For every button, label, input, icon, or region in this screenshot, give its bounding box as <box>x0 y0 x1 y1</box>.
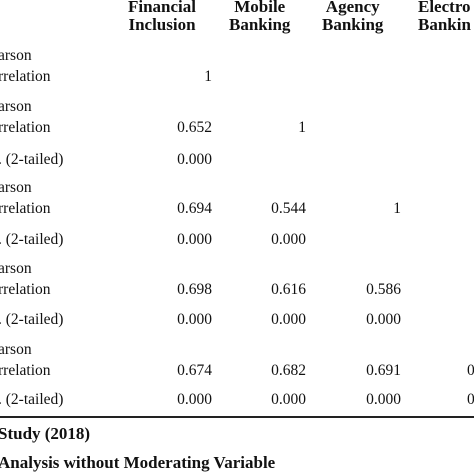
row-label-pearson: arson rrelation <box>0 178 51 219</box>
header-line: Agency <box>325 0 380 16</box>
cell-r5-c1: 0.674 <box>177 362 212 379</box>
label-line: arson <box>0 341 32 358</box>
row-label-pearson: arson rrelation <box>0 340 51 381</box>
cell-r1-c1: 1 <box>204 68 212 85</box>
table-source: Study (2018) <box>0 424 91 443</box>
header-line: Banking <box>229 15 291 34</box>
cell-r3-c2: 0.544 <box>271 200 306 217</box>
header-line: Financial <box>128 0 197 16</box>
row-label-sig: . (2-tailed) <box>0 311 64 328</box>
label-line: rrelation <box>0 119 51 136</box>
label-line: arson <box>0 260 32 277</box>
label-line: arson <box>0 179 32 196</box>
header-electronic-banking: Electro Bankin <box>418 0 471 34</box>
cell-r5-c2: 0.682 <box>271 362 306 379</box>
label-line: rrelation <box>0 200 51 217</box>
header-line: Electro <box>418 0 471 16</box>
row-label-sig: . (2-tailed) <box>0 391 64 408</box>
header-line: Banking <box>322 15 384 34</box>
cell-r4-sig-c1: 0.000 <box>177 311 212 328</box>
cell-r4-sig-c3: 0.000 <box>366 311 401 328</box>
table-bottom-rule <box>0 416 474 418</box>
row-label-sig: . (2-tailed) <box>0 231 64 248</box>
header-line: Bankin <box>418 15 471 34</box>
cell-r3-c3: 1 <box>393 200 401 217</box>
row-label-pearson: arson rrelation <box>0 259 51 300</box>
label-line: rrelation <box>0 68 51 85</box>
cell-r5-sig-c3: 0.000 <box>366 391 401 408</box>
table-caption: Analysis without Moderating Variable <box>0 453 276 472</box>
cell-r5-sig-c4: 0 <box>467 391 474 408</box>
cell-r4-c2: 0.616 <box>271 281 306 298</box>
cell-r3-c1: 0.694 <box>177 200 212 217</box>
label-line: arson <box>0 98 32 115</box>
cell-r3-sig-c1: 0.000 <box>177 231 212 248</box>
row-label-pearson: arson rrelation <box>0 46 51 87</box>
header-line: Inclusion <box>128 15 196 34</box>
cell-r2-sig-c1: 0.000 <box>177 151 212 168</box>
header-agency-banking: Agency Banking <box>322 0 383 34</box>
cell-r5-sig-c2: 0.000 <box>271 391 306 408</box>
label-line: rrelation <box>0 362 51 379</box>
cell-r5-sig-c1: 0.000 <box>177 391 212 408</box>
cell-r4-c1: 0.698 <box>177 281 212 298</box>
row-label-pearson: arson rrelation <box>0 97 51 138</box>
cell-r2-c1: 0.652 <box>177 119 212 136</box>
cell-r5-c4: 0 <box>467 362 474 379</box>
cell-r4-c3: 0.586 <box>366 281 401 298</box>
header-financial-inclusion: Financial Inclusion <box>128 0 196 34</box>
header-line: Mobile <box>234 0 286 16</box>
header-mobile-banking: Mobile Banking <box>229 0 290 34</box>
label-line: rrelation <box>0 281 51 298</box>
cell-r4-sig-c2: 0.000 <box>271 311 306 328</box>
cell-r3-sig-c2: 0.000 <box>271 231 306 248</box>
label-line: arson <box>0 47 32 64</box>
row-label-sig: . (2-tailed) <box>0 151 64 168</box>
cell-r5-c3: 0.691 <box>366 362 401 379</box>
cell-r2-c2: 1 <box>298 119 306 136</box>
